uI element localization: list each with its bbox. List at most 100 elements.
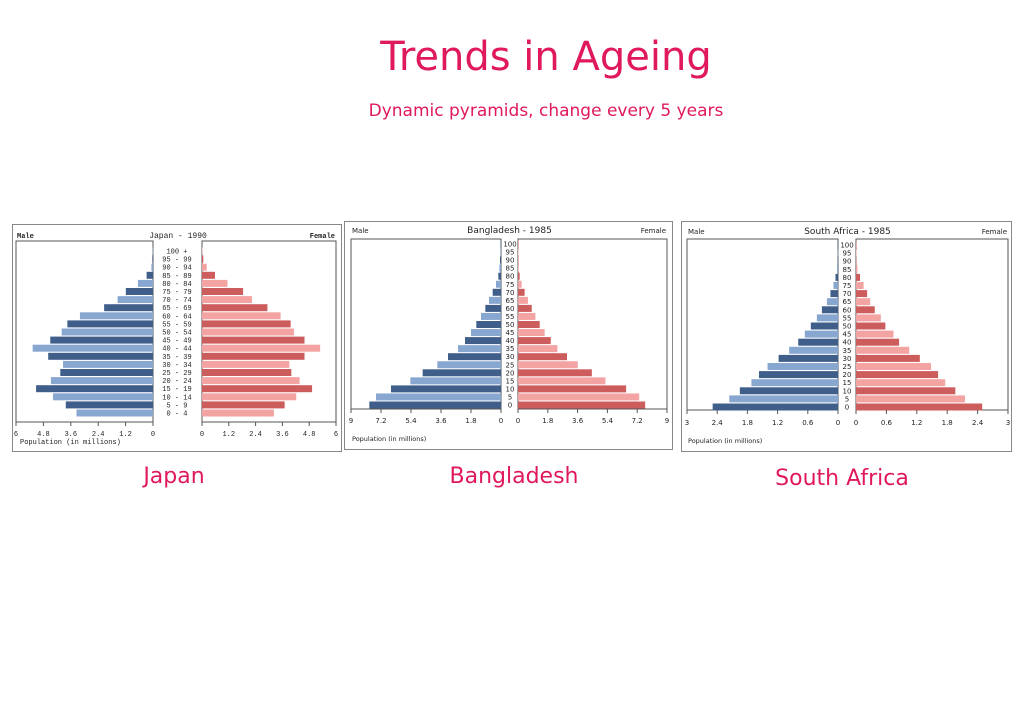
male-tick-label: 1.8 xyxy=(742,419,753,427)
female-bar xyxy=(518,385,627,393)
female-tick-label: 4.8 xyxy=(303,431,316,439)
age-label: 80 - 84 xyxy=(162,281,191,289)
male-bar xyxy=(492,288,501,296)
female-bar xyxy=(518,361,578,369)
female-bar xyxy=(856,346,910,354)
female-bar xyxy=(856,371,939,379)
x-axis-label: Population (in millions) xyxy=(352,435,426,443)
male-tick-label: 1.2 xyxy=(119,431,132,439)
female-bar xyxy=(202,377,300,385)
age-label: 70 xyxy=(506,289,515,297)
male-tick-label: 1.2 xyxy=(772,419,783,427)
male-bar xyxy=(79,312,153,320)
female-bar xyxy=(856,379,946,387)
male-tick-label: 3 xyxy=(685,419,689,427)
female-bar xyxy=(856,306,875,314)
male-bar xyxy=(50,336,153,344)
slide-title: Trends in Ageing xyxy=(380,34,712,80)
male-tick-label: 9 xyxy=(349,417,353,425)
age-label: 5 xyxy=(508,393,512,401)
male-bar xyxy=(485,304,501,312)
male-bar xyxy=(489,296,501,304)
age-label: 100 xyxy=(503,241,516,249)
age-label: 60 - 64 xyxy=(162,313,191,321)
female-bar xyxy=(202,369,292,376)
age-label: 10 - 14 xyxy=(162,394,191,402)
male-tick-label: 3.6 xyxy=(64,431,77,439)
male-tick-label: 7.2 xyxy=(375,417,386,425)
female-bar xyxy=(518,369,592,377)
age-label: 65 xyxy=(506,297,515,305)
female-bar xyxy=(518,240,519,248)
age-label-column xyxy=(838,238,856,411)
female-bar xyxy=(856,241,857,249)
male-tick-label: 4.8 xyxy=(37,431,50,439)
age-label: 75 xyxy=(506,281,515,289)
male-tick-label: 2.4 xyxy=(92,431,105,439)
female-bar xyxy=(518,248,519,256)
male-bar xyxy=(391,385,501,393)
female-bar xyxy=(518,280,522,288)
male-bar xyxy=(481,312,501,320)
male-bar xyxy=(836,265,838,273)
age-label: 20 xyxy=(506,369,515,377)
female-bar xyxy=(202,336,305,344)
female-tick-label: 2.4 xyxy=(972,419,984,427)
age-label: 75 - 79 xyxy=(162,289,191,297)
female-bar xyxy=(202,393,297,401)
male-bar xyxy=(422,369,501,377)
female-tick-label: 0 xyxy=(200,431,204,439)
male-tick-label: 0 xyxy=(836,419,840,427)
male-bar xyxy=(751,379,838,387)
female-tick-label: 7.2 xyxy=(632,417,643,425)
female-tick-label: 3 xyxy=(1006,419,1010,427)
age-label: 5 - 9 xyxy=(166,402,187,410)
age-label: 40 - 44 xyxy=(162,346,191,354)
age-label: 10 xyxy=(506,385,515,393)
age-label: 15 xyxy=(843,379,852,387)
male-bar xyxy=(798,338,838,346)
male-bar xyxy=(48,352,153,360)
bangladesh-pyramid: Bangladesh - 1985 Male Female 0 5 10 15 20 25 30 3… xyxy=(344,221,673,450)
age-label: 95 xyxy=(506,249,515,257)
age-label: 80 xyxy=(843,274,852,282)
female-tick-label: 1.2 xyxy=(222,431,235,439)
age-label: 25 - 29 xyxy=(162,370,191,378)
female-tick-label: 2.4 xyxy=(249,431,262,439)
male-bar xyxy=(50,377,154,385)
male-bar xyxy=(498,272,501,280)
male-bar xyxy=(712,403,838,411)
age-label: 35 - 39 xyxy=(162,354,191,362)
age-label: 45 xyxy=(843,331,852,339)
female-bar xyxy=(856,354,920,362)
female-tick-label: 5.4 xyxy=(602,417,614,425)
female-tick-label: 0.6 xyxy=(881,419,893,427)
male-bar xyxy=(376,393,501,401)
male-bar xyxy=(496,280,501,288)
age-label: 30 xyxy=(506,353,515,361)
female-bar xyxy=(202,247,203,255)
male-bar xyxy=(63,360,153,368)
female-tick-label: 6 xyxy=(334,431,338,439)
age-label: 65 - 69 xyxy=(162,305,191,313)
female-bar xyxy=(518,304,532,312)
female-bar xyxy=(202,409,274,417)
age-label: 80 xyxy=(506,273,515,281)
male-bar xyxy=(104,304,153,312)
male-bar xyxy=(739,387,838,395)
age-label: 20 - 24 xyxy=(162,378,191,386)
age-label: 100 xyxy=(840,242,853,250)
age-label: 90 - 94 xyxy=(162,265,191,273)
female-bar xyxy=(518,329,545,337)
male-bar xyxy=(151,263,153,271)
male-bar xyxy=(833,282,838,289)
male-bar xyxy=(67,320,153,328)
male-bar xyxy=(500,256,501,264)
female-tick-label: 3.6 xyxy=(276,431,289,439)
male-tick-label: 0.6 xyxy=(802,419,814,427)
female-bar xyxy=(202,352,305,360)
age-label: 85 xyxy=(506,265,515,273)
male-bar xyxy=(835,273,838,281)
